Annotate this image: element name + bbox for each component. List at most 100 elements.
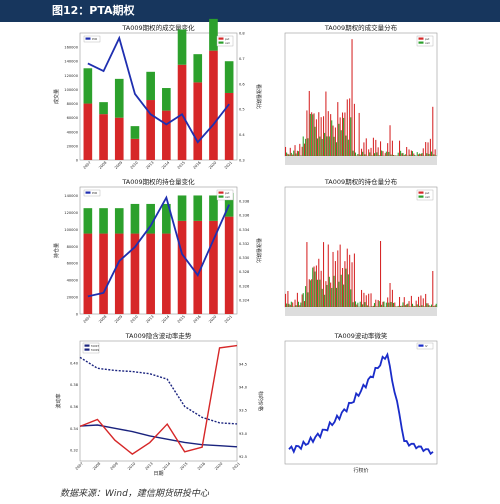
- volume-dist-call-bar: [326, 136, 328, 156]
- oi-dist-put-bar: [434, 305, 436, 307]
- oi-dist-put-bar: [368, 293, 370, 307]
- oi-dist-put-bar: [353, 253, 355, 307]
- oi-change-put-bar: [130, 233, 140, 314]
- oi-dist-call-bar: [433, 306, 435, 307]
- volume-dist-call-bar: [307, 138, 309, 156]
- oi-dist-call-bar: [338, 281, 340, 307]
- oi-dist-put-bar: [285, 293, 287, 307]
- oi-change-y-tick: 40000: [67, 279, 79, 283]
- volume-dist-call-bar: [340, 130, 342, 156]
- oi-dist-call-bar: [305, 286, 307, 307]
- oi-dist-call-bar: [383, 301, 385, 307]
- volume-change-x-tick: 2010: [130, 160, 140, 170]
- oi-dist-call-bar: [290, 301, 292, 307]
- oi-dist-put-bar: [299, 305, 301, 307]
- iv-trend-y-label: 波动率: [55, 393, 62, 408]
- oi-dist-call-bar: [373, 303, 376, 307]
- volume-dist-put-bar: [394, 155, 396, 156]
- volume-change-legend-label: PCR: [92, 37, 97, 41]
- oi-dist-call-bar: [328, 276, 330, 307]
- oi-dist-call-bar: [326, 284, 328, 307]
- oi-dist-call-bar: [314, 271, 316, 307]
- volume-change-y-tick: 80000: [67, 102, 79, 106]
- volume-dist-put-bar: [306, 110, 308, 156]
- volume-dist-call-bar: [416, 152, 418, 156]
- volume-dist-put-bar: [320, 117, 322, 156]
- oi-change-legend-label: PCR: [92, 191, 97, 195]
- oi-dist-put-bar: [432, 271, 434, 307]
- volume-dist-call-bar: [411, 151, 414, 156]
- oi-dist-call-bar: [390, 301, 392, 307]
- volume-dist-put-bar: [420, 153, 422, 156]
- oi-change-y-tick: 60000: [67, 262, 79, 266]
- oi-change-call-bar: [130, 203, 140, 234]
- oi-dist-put-bar: [344, 261, 346, 307]
- volume-dist-put-bar: [327, 111, 329, 156]
- oi-dist-put-bar: [308, 279, 310, 307]
- oi-dist-call-bar: [302, 293, 304, 307]
- volume-change-call-bar: [114, 78, 124, 118]
- volume-change-y-tick: 100000: [64, 88, 78, 92]
- oi-change-pcr-line: [87, 195, 230, 298]
- iv-trend-x-tick: 2010: [127, 461, 137, 471]
- oi-dist-call-bar: [366, 305, 368, 307]
- volume-dist-call-bar: [309, 113, 311, 156]
- volume-dist-put-bar: [382, 151, 384, 156]
- volume-dist-put-bar: [368, 149, 370, 156]
- volume-dist-call-bar: [354, 152, 357, 156]
- oi-dist-call-bar: [411, 303, 414, 307]
- oi-dist-call-bar: [352, 302, 354, 307]
- volume-change-y2-tick: 0.7: [239, 57, 245, 61]
- oi-dist-call-bar: [364, 302, 366, 307]
- oi-dist-put-bar: [420, 295, 422, 307]
- oi-change-put-bar: [99, 233, 108, 314]
- volume-dist-put-bar: [337, 102, 339, 156]
- volume-dist-call-bar: [390, 154, 392, 156]
- volume-dist-put-bar: [351, 39, 353, 156]
- oi-dist-put-bar: [287, 291, 289, 307]
- oi-dist-call-bar: [335, 287, 338, 307]
- volume-change-x-tick: 2008: [98, 160, 108, 170]
- oi-dist-put-bar: [382, 301, 384, 307]
- volume-dist-put-bar: [403, 155, 405, 156]
- volume-dist-put-bar: [418, 154, 420, 156]
- volume-change-put-bar: [162, 110, 171, 160]
- iv-trend-y-tick: 0.32: [70, 449, 78, 453]
- vol-smile-legend-swatch: [418, 344, 424, 347]
- volume-change-put-bar: [114, 117, 124, 160]
- oi-change-call-bar: [177, 195, 187, 221]
- oi-change-put-bar: [193, 220, 203, 314]
- volume-dist-call-bar: [381, 150, 383, 156]
- oi-dist-frame: [284, 186, 438, 308]
- iv-trend-x-label: 日期: [153, 471, 163, 477]
- iv-trend-x-tick: 2013: [144, 462, 153, 471]
- iv-trend-x-tick: 2008: [92, 461, 102, 471]
- volume-dist-put-bar: [387, 143, 389, 156]
- oi-dist-put-bar: [387, 297, 389, 307]
- volume-dist-put-bar: [332, 125, 334, 156]
- oi-dist-legend-label: call: [425, 195, 430, 199]
- iv-trend-x-tick: 2020: [214, 461, 224, 471]
- volume-dist-put-bar: [365, 138, 367, 156]
- volume-dist-call-bar: [335, 142, 338, 156]
- volume-dist-call-bar: [295, 153, 297, 156]
- volume-dist-put-bar: [363, 142, 365, 156]
- oi-dist-call-bar: [307, 292, 309, 307]
- iv-trend-legend-swatch: [84, 344, 90, 347]
- volume-dist-call-bar: [328, 136, 330, 156]
- oi-dist-put-bar: [365, 295, 367, 307]
- volume-change-call-bar: [146, 71, 155, 101]
- iv-trend-legend-label: TA009: [91, 348, 99, 352]
- oi-dist-call-bar: [421, 305, 423, 307]
- oi-change-x-tick: 2016: [192, 314, 202, 324]
- oi-change-call-bar: [209, 195, 218, 221]
- volume-change-y2-tick: 0.5: [239, 108, 245, 112]
- iv-trend-y-tick: 0.40: [70, 361, 79, 365]
- volume-dist-call-bar: [333, 136, 335, 156]
- volume-dist-call-bar: [433, 154, 435, 156]
- oi-dist-put-bar: [301, 294, 303, 307]
- oi-change-x-tick: 2008: [98, 314, 108, 324]
- volume-dist-put-bar: [425, 142, 427, 156]
- oi-change-put-bar: [114, 233, 124, 314]
- volume-change-call-bar: [224, 61, 234, 93]
